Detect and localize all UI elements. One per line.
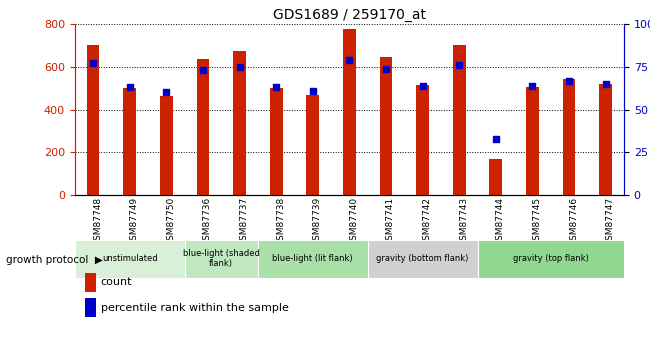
Bar [124,88,136,195]
Text: GSM87742: GSM87742 [422,197,432,246]
Bar [416,85,429,195]
Point [161,90,172,95]
Point [198,68,208,73]
Point [417,83,428,88]
Text: count: count [101,277,132,287]
Text: GSM87741: GSM87741 [386,197,395,246]
Bar [599,84,612,195]
Text: GSM87738: GSM87738 [276,197,285,246]
Text: GSM87747: GSM87747 [606,197,615,246]
Text: GSM87744: GSM87744 [496,197,505,246]
Text: gravity (bottom flank): gravity (bottom flank) [376,254,469,263]
Point [491,136,501,141]
Text: GSM87750: GSM87750 [166,197,176,246]
Text: gravity (top flank): gravity (top flank) [513,254,589,263]
Bar [368,240,478,278]
Text: GSM87748: GSM87748 [93,197,102,246]
Bar [563,79,575,195]
Bar [380,57,393,195]
Point [271,85,281,90]
Bar [270,88,283,195]
Point [381,66,391,71]
Bar [75,240,185,278]
Text: GSM87739: GSM87739 [313,197,322,246]
Point [527,83,538,88]
Text: GSM87737: GSM87737 [239,197,248,246]
Text: GSM87746: GSM87746 [569,197,578,246]
Text: blue-light (lit flank): blue-light (lit flank) [272,254,353,263]
Text: GSM87740: GSM87740 [350,197,358,246]
Bar [489,159,502,195]
Point [234,64,244,70]
Text: percentile rank within the sample: percentile rank within the sample [101,303,289,313]
Point [307,88,318,93]
Text: GSM87736: GSM87736 [203,197,212,246]
Title: GDS1689 / 259170_at: GDS1689 / 259170_at [273,8,426,22]
Bar [196,59,209,195]
Text: blue-light (shaded
flank): blue-light (shaded flank) [183,249,259,268]
Bar [453,46,465,195]
Bar [233,51,246,195]
Point [454,62,464,68]
Point [344,57,355,63]
Text: GSM87749: GSM87749 [130,197,138,246]
Bar [258,240,368,278]
Point [125,85,135,90]
Bar [160,96,173,195]
Bar [343,29,356,195]
Text: GSM87745: GSM87745 [532,197,541,246]
Point [601,81,611,87]
Point [88,61,98,66]
Text: growth protocol  ▶: growth protocol ▶ [6,256,103,265]
Bar [185,240,258,278]
Bar [478,240,624,278]
Bar [526,87,539,195]
Bar [306,95,319,195]
Text: unstimulated: unstimulated [102,254,157,263]
Bar [86,46,99,195]
Text: GSM87743: GSM87743 [459,197,468,246]
Point [564,78,575,83]
